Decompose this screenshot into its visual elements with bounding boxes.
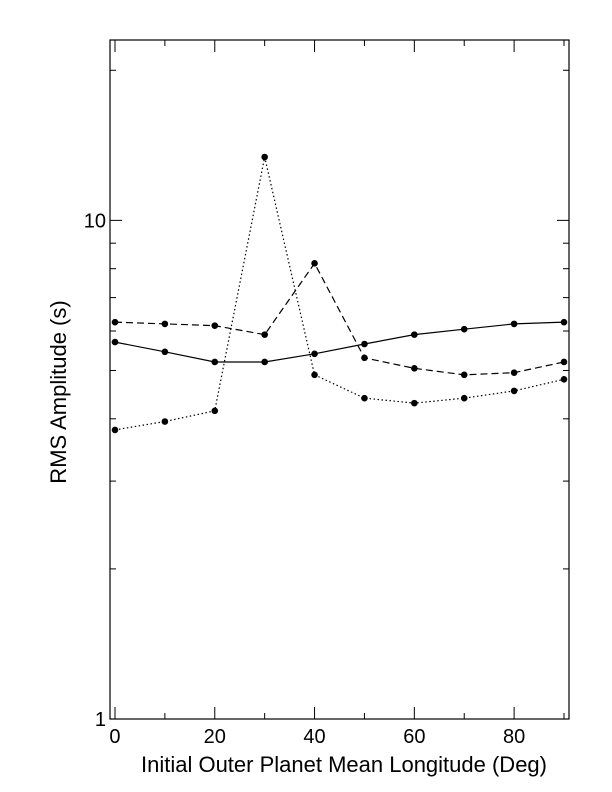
plot-frame-group (109, 39, 570, 720)
series-line-dotted (114, 156, 565, 431)
data-point-dotted (311, 371, 318, 379)
data-point-solid (560, 318, 568, 326)
data-point-solid (460, 325, 468, 333)
x-tick-label: 20 (204, 726, 226, 748)
x-tick-label: 80 (503, 726, 525, 748)
data-point-solid (261, 358, 268, 366)
data-point-dotted (111, 426, 119, 434)
tick-labels: 0 20 40 60 80 1 10 (84, 210, 525, 748)
data-point-dashed (211, 322, 219, 329)
axis-ticks (110, 40, 569, 720)
data-point-dotted (510, 387, 518, 395)
data-point-dotted (411, 399, 418, 407)
series-line-dashed (114, 262, 565, 376)
data-point-dashed (411, 365, 418, 372)
data-point-dashed (311, 260, 318, 267)
series-lines (111, 153, 568, 434)
data-point-solid (510, 320, 518, 328)
data-point-dashed (361, 354, 368, 362)
data-point-solid (361, 340, 368, 348)
data-point-solid (211, 358, 219, 366)
series-line-solid (114, 321, 565, 363)
data-point-solid (161, 348, 169, 356)
data-point-dotted (560, 376, 568, 383)
data-point-dotted (161, 418, 169, 425)
data-point-dashed (161, 320, 169, 328)
x-tick-label: 40 (303, 726, 325, 748)
data-point-dashed (460, 371, 468, 379)
plot-frame (109, 39, 570, 720)
data-point-dotted (361, 394, 368, 402)
y-tick-label: 10 (84, 210, 106, 232)
y-axis-label: RMS Amplitude (s) (46, 300, 71, 483)
data-point-dashed (560, 358, 568, 366)
x-tick-label: 60 (403, 726, 425, 748)
x-tick-label: 0 (109, 726, 120, 748)
data-point-solid (411, 331, 418, 338)
x-axis-label: Initial Outer Planet Mean Longitude (Deg… (141, 752, 547, 777)
y-tick-label: 1 (95, 709, 106, 731)
data-point-dashed (510, 369, 518, 376)
data-point-solid (111, 338, 119, 346)
data-point-dotted (261, 153, 268, 161)
data-point-dashed (261, 331, 268, 338)
data-point-dashed (111, 318, 119, 326)
data-point-solid (311, 350, 318, 358)
data-point-dotted (460, 394, 468, 402)
data-point-dotted (211, 407, 219, 415)
